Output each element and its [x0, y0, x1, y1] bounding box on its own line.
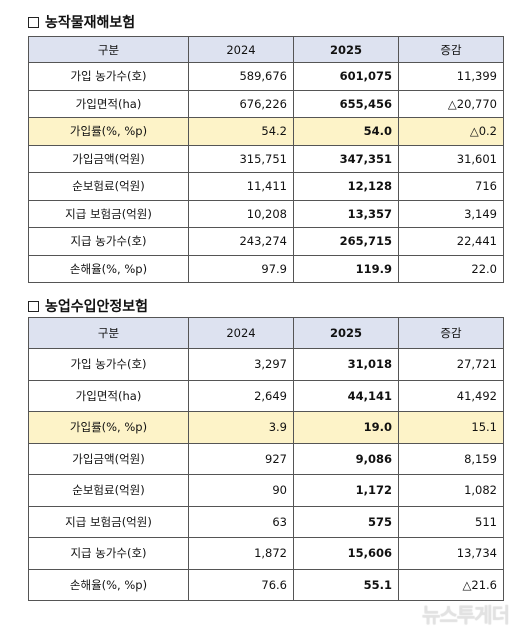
- value-change: 15.1: [398, 411, 504, 444]
- value-2024: 1,872: [188, 537, 294, 570]
- row-label: 가입률(%, %p): [28, 411, 189, 444]
- value-change: 13,734: [398, 537, 504, 570]
- value-change: 1,082: [398, 474, 504, 507]
- table-row: 가입 농가수(호) 589,676 601,075 11,399: [28, 62, 504, 91]
- value-2024: 63: [188, 505, 294, 538]
- section-title-text: 농작물재해보험: [45, 15, 136, 31]
- header-category: 구분: [28, 317, 189, 349]
- value-change: △0.2: [398, 117, 504, 146]
- row-label: 지급 농가수(호): [28, 227, 189, 256]
- row-label: 가입면적(ha): [28, 89, 189, 118]
- header-change: 증감: [398, 36, 504, 63]
- watermark-logo: 뉴스투게더: [422, 603, 510, 627]
- header-2025: 2025: [293, 317, 399, 349]
- value-change: △20,770: [398, 89, 504, 118]
- value-2025: 55.1: [293, 568, 399, 601]
- value-2024: 676,226: [188, 89, 294, 118]
- section-title: 농업수입안정보험: [28, 296, 148, 316]
- value-2024: 3.9: [188, 411, 294, 444]
- value-2025: 54.0: [293, 117, 399, 146]
- table-row: 지급 농가수(호) 1,872 15,606 13,734: [28, 537, 504, 570]
- row-label: 손해율(%, %p): [28, 568, 189, 601]
- table-header-row: 구분 2024 2025 증감: [28, 36, 504, 63]
- table-row: 손해율(%, %p) 76.6 55.1 △21.6: [28, 568, 504, 601]
- checkbox-icon: [28, 300, 39, 312]
- row-label: 가입금액(억원): [28, 442, 189, 475]
- value-2025: 655,456: [293, 89, 399, 118]
- value-2025: 601,075: [293, 62, 399, 91]
- row-label: 지급 보험금(억원): [28, 505, 189, 538]
- section-title: 농작물재해보험: [28, 12, 135, 32]
- value-2025: 9,086: [293, 442, 399, 475]
- row-label: 가입면적(ha): [28, 379, 189, 412]
- value-2024: 97.9: [188, 254, 294, 283]
- header-2025: 2025: [293, 36, 399, 63]
- value-2025: 575: [293, 505, 399, 538]
- value-2025: 12,128: [293, 172, 399, 201]
- table-header-row: 구분 2024 2025 증감: [28, 317, 504, 349]
- value-2025: 13,357: [293, 199, 399, 228]
- table-row: 지급 보험금(억원) 63 575 511: [28, 505, 504, 538]
- value-change: 27,721: [398, 348, 504, 381]
- section-title-text: 농업수입안정보험: [45, 299, 149, 315]
- value-change: 716: [398, 172, 504, 201]
- table-row: 손해율(%, %p) 97.9 119.9 22.0: [28, 254, 504, 283]
- value-change: 3,149: [398, 199, 504, 228]
- table-row: 가입면적(ha) 2,649 44,141 41,492: [28, 379, 504, 412]
- crop-insurance-table: 구분 2024 2025 증감 가입 농가수(호) 589,676 601,07…: [28, 36, 504, 283]
- value-change: 8,159: [398, 442, 504, 475]
- value-2024: 90: [188, 474, 294, 507]
- row-label: 지급 농가수(호): [28, 537, 189, 570]
- value-2024: 76.6: [188, 568, 294, 601]
- value-2025: 265,715: [293, 227, 399, 256]
- value-change: 22.0: [398, 254, 504, 283]
- value-2024: 11,411: [188, 172, 294, 201]
- value-2025: 31,018: [293, 348, 399, 381]
- row-label: 지급 보험금(억원): [28, 199, 189, 228]
- value-2024: 3,297: [188, 348, 294, 381]
- value-change: △21.6: [398, 568, 504, 601]
- table-row: 가입 농가수(호) 3,297 31,018 27,721: [28, 348, 504, 381]
- value-change: 11,399: [398, 62, 504, 91]
- value-2024: 10,208: [188, 199, 294, 228]
- table-row: 지급 농가수(호) 243,274 265,715 22,441: [28, 227, 504, 256]
- value-2025: 119.9: [293, 254, 399, 283]
- header-2024: 2024: [188, 36, 294, 63]
- table-row-highlighted: 가입률(%, %p) 54.2 54.0 △0.2: [28, 117, 504, 146]
- header-category: 구분: [28, 36, 189, 63]
- value-2024: 2,649: [188, 379, 294, 412]
- header-2024: 2024: [188, 317, 294, 349]
- value-change: 41,492: [398, 379, 504, 412]
- row-label: 가입 농가수(호): [28, 62, 189, 91]
- table-row: 가입금액(억원) 315,751 347,351 31,601: [28, 144, 504, 173]
- row-label: 가입률(%, %p): [28, 117, 189, 146]
- value-2025: 15,606: [293, 537, 399, 570]
- table-row: 순보험료(억원) 11,411 12,128 716: [28, 172, 504, 201]
- table-row-highlighted: 가입률(%, %p) 3.9 19.0 15.1: [28, 411, 504, 444]
- value-2024: 54.2: [188, 117, 294, 146]
- checkbox-icon: [28, 16, 39, 28]
- value-2024: 243,274: [188, 227, 294, 256]
- row-label: 손해율(%, %p): [28, 254, 189, 283]
- row-label: 순보험료(억원): [28, 474, 189, 507]
- table-row: 지급 보험금(억원) 10,208 13,357 3,149: [28, 199, 504, 228]
- header-change: 증감: [398, 317, 504, 349]
- value-change: 31,601: [398, 144, 504, 173]
- value-2024: 589,676: [188, 62, 294, 91]
- table-row: 가입면적(ha) 676,226 655,456 △20,770: [28, 89, 504, 118]
- table-row: 가입금액(억원) 927 9,086 8,159: [28, 442, 504, 475]
- value-2025: 19.0: [293, 411, 399, 444]
- value-2025: 44,141: [293, 379, 399, 412]
- value-2025: 347,351: [293, 144, 399, 173]
- row-label: 가입 농가수(호): [28, 348, 189, 381]
- table-row: 순보험료(억원) 90 1,172 1,082: [28, 474, 504, 507]
- value-change: 22,441: [398, 227, 504, 256]
- income-insurance-table: 구분 2024 2025 증감 가입 농가수(호) 3,297 31,018 2…: [28, 317, 504, 601]
- value-2024: 927: [188, 442, 294, 475]
- row-label: 가입금액(억원): [28, 144, 189, 173]
- row-label: 순보험료(억원): [28, 172, 189, 201]
- value-2025: 1,172: [293, 474, 399, 507]
- value-2024: 315,751: [188, 144, 294, 173]
- value-change: 511: [398, 505, 504, 538]
